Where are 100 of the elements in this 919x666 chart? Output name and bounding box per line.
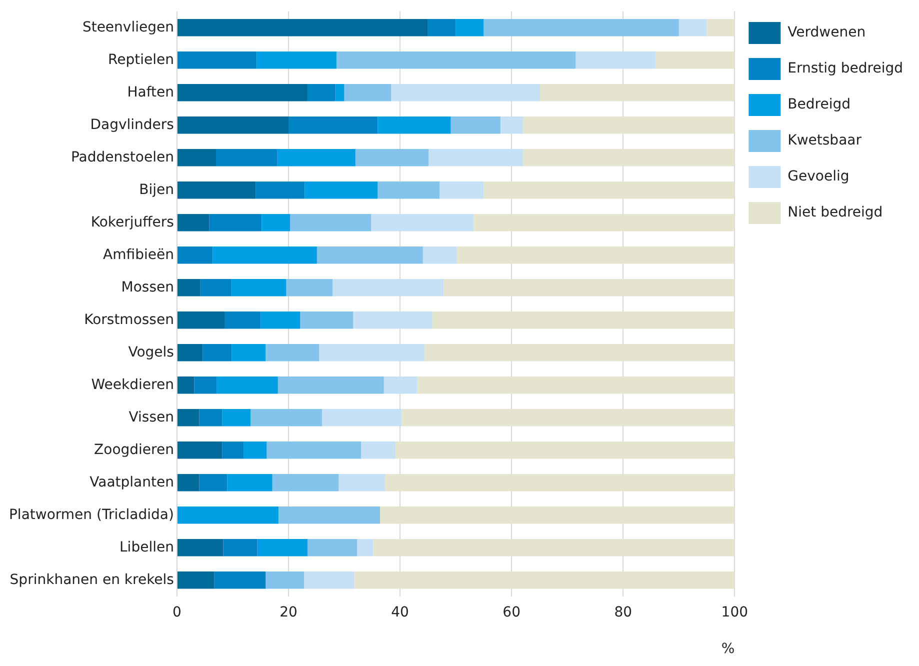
bar [378,182,440,199]
bar [177,84,308,102]
bar [307,539,358,556]
bar [391,84,540,102]
x-tick-label: 20 [280,604,298,620]
bar [655,52,735,69]
bar [177,52,257,69]
bar [417,376,735,394]
bar [523,149,735,166]
bar [357,539,374,556]
bar [177,246,213,264]
bar [402,409,735,426]
bar [244,442,267,459]
bar [177,19,428,36]
y-tick-label: Libellen [120,539,174,556]
bar [256,52,336,69]
bar [200,279,232,296]
y-tick-label: Vogels [128,344,174,360]
bar [332,279,444,296]
bar [428,19,456,36]
bar [523,116,735,134]
bar [304,572,354,589]
bar [272,474,339,492]
bar [177,182,256,199]
bar [444,279,735,296]
bar [278,506,380,524]
legend-label: Verdwenen [788,24,866,41]
bar [344,84,392,102]
bar [353,312,432,329]
bar [361,442,396,459]
bar [177,442,222,459]
bar [338,474,385,492]
y-tick-label: Amfibieën [103,246,174,263]
bar [223,539,258,556]
bar [300,312,354,329]
bar [432,312,735,329]
x-tick-label: 100 [721,604,748,620]
bar [222,409,251,426]
bar [177,539,224,556]
bar [355,149,428,166]
bar [177,506,278,524]
bar [224,312,261,329]
bar [232,344,266,362]
bar [278,376,384,394]
bar [216,376,278,394]
x-tick-label: 40 [391,604,409,620]
y-tick-label: Weekdieren [91,376,174,393]
bar [540,84,735,102]
bar [250,409,322,426]
bar [266,442,362,459]
bar [424,344,735,362]
y-tick-label: Korstmossen [84,312,174,328]
bar [378,116,451,134]
bar [177,409,200,426]
bar [450,116,500,134]
y-tick-label: Zoogdieren [94,442,174,458]
bar [256,182,305,199]
bar [335,84,344,102]
y-tick-label: Vaatplanten [90,474,174,490]
bar [177,116,289,134]
y-tick-label: Bijen [139,182,174,198]
bar [307,84,336,102]
y-tick-label: Platwormen (Tricladida) [8,506,174,523]
legend-label: Ernstig bedreigd [788,60,904,77]
bar [222,442,244,459]
legend-label: Kwetsbaar [788,132,862,149]
bar [322,409,402,426]
bar [422,246,457,264]
bar [396,442,735,459]
y-tick-label: Mossen [121,279,174,296]
legend-label: Bedreigd [788,96,850,113]
bar [177,214,210,232]
bar [209,214,262,232]
bar [500,116,524,134]
bar [678,19,707,36]
bar [212,246,317,264]
bar [199,409,222,426]
bar [428,149,524,166]
bar [288,116,378,134]
legend-label: Gevoelig [788,168,850,185]
bar [304,182,378,199]
bar [440,182,484,199]
bar [373,539,735,556]
bar [177,279,200,296]
x-tick-label: 0 [172,604,182,620]
bar [214,572,266,589]
bar [277,149,356,166]
y-tick-label: Vissen [128,409,174,426]
bar [384,474,735,492]
bar [177,376,194,394]
y-tick-label: Steenvliegen [82,19,174,36]
bar [484,19,679,36]
x-axis-title: % [721,641,735,658]
bar [286,279,333,296]
bar [202,344,232,362]
bar [371,214,474,232]
bar [231,279,286,296]
y-tick-label: Reptielen [108,52,174,68]
bar [177,344,203,362]
bar [336,52,576,69]
